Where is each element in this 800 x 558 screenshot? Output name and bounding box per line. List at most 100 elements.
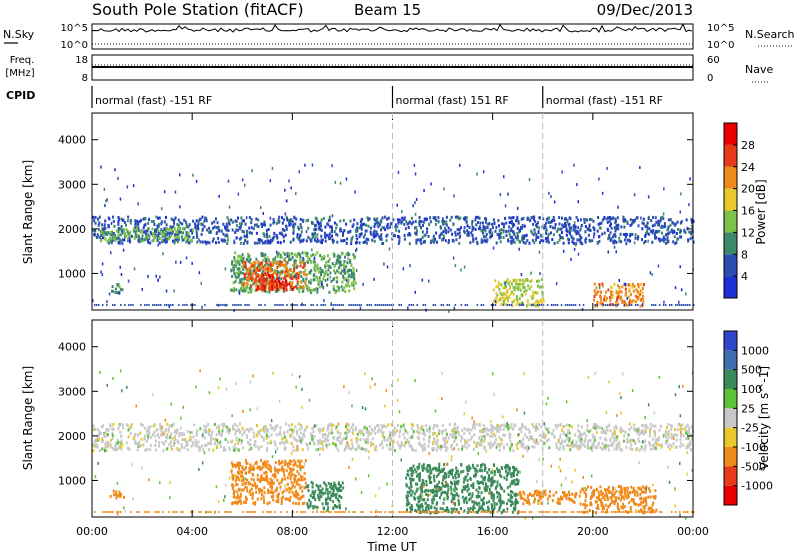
heatmap-cell bbox=[632, 219, 634, 222]
heatmap-cell bbox=[383, 425, 385, 428]
heatmap-cell bbox=[463, 230, 465, 233]
heatmap-cell bbox=[636, 217, 638, 220]
heatmap-cell bbox=[302, 448, 304, 451]
heatmap-cell bbox=[547, 221, 549, 224]
heatmap-cell bbox=[141, 438, 143, 441]
heatmap-cell bbox=[249, 438, 251, 441]
heatmap-cell bbox=[687, 304, 689, 306]
heatmap-cell bbox=[328, 482, 330, 485]
heatmap-cell bbox=[481, 304, 483, 306]
heatmap-cell bbox=[190, 239, 192, 242]
heatmap-cell bbox=[513, 216, 515, 219]
heatmap-cell bbox=[483, 424, 485, 427]
heatmap-cell bbox=[568, 223, 570, 226]
heatmap-cell bbox=[434, 217, 436, 220]
heatmap-cell bbox=[245, 239, 247, 242]
heatmap-cell bbox=[387, 227, 389, 230]
heatmap-cell bbox=[672, 240, 674, 243]
heatmap-cell bbox=[479, 424, 481, 427]
heatmap-cell bbox=[563, 242, 565, 245]
heatmap-cell bbox=[415, 213, 417, 216]
heatmap-cell bbox=[137, 202, 139, 205]
heatmap-cell bbox=[335, 227, 337, 230]
heatmap-cell bbox=[523, 237, 525, 240]
heatmap-cell bbox=[165, 440, 167, 443]
heatmap-cell bbox=[633, 290, 635, 293]
heatmap-cell bbox=[401, 444, 403, 447]
heatmap-cell bbox=[267, 267, 269, 270]
heatmap-cell bbox=[511, 443, 513, 446]
heatmap-cell bbox=[555, 424, 557, 427]
heatmap-cell bbox=[256, 461, 258, 464]
heatmap-cell bbox=[266, 262, 268, 265]
heatmap-cell bbox=[399, 431, 401, 434]
heatmap-cell bbox=[557, 304, 559, 306]
heatmap-cell bbox=[521, 293, 523, 296]
heatmap-cell bbox=[327, 268, 329, 271]
heatmap-cell bbox=[551, 220, 553, 223]
heatmap-cell bbox=[641, 424, 643, 427]
heatmap-cell bbox=[684, 230, 686, 233]
heatmap-cell bbox=[658, 265, 660, 268]
heatmap-cell bbox=[120, 304, 122, 306]
heatmap-cell bbox=[471, 220, 473, 223]
heatmap-cell bbox=[182, 433, 184, 436]
heatmap-cell bbox=[333, 285, 335, 288]
heatmap-cell bbox=[233, 240, 235, 243]
heatmap-cell bbox=[461, 448, 463, 451]
heatmap-cell bbox=[539, 217, 541, 220]
heatmap-cell bbox=[135, 232, 137, 235]
heatmap-cell bbox=[599, 222, 601, 225]
heatmap-cell bbox=[674, 242, 676, 245]
heatmap-cell bbox=[567, 429, 569, 432]
heatmap-cell bbox=[588, 234, 590, 237]
heatmap-cell bbox=[267, 502, 269, 505]
heatmap-cell bbox=[485, 218, 487, 221]
heatmap-cell bbox=[640, 290, 642, 293]
heatmap-cell bbox=[398, 240, 400, 243]
heatmap-cell bbox=[452, 435, 454, 438]
heatmap-cell bbox=[228, 219, 230, 222]
heatmap-cell bbox=[521, 423, 523, 426]
heatmap-cell bbox=[524, 225, 526, 228]
heatmap-cell bbox=[291, 423, 293, 426]
heatmap-cell bbox=[499, 425, 501, 428]
heatmap-cell bbox=[351, 284, 353, 287]
heatmap-cell bbox=[336, 281, 338, 284]
heatmap-cell bbox=[147, 236, 149, 239]
heatmap-cell bbox=[537, 304, 539, 306]
heatmap-cell bbox=[505, 222, 507, 225]
heatmap-cell bbox=[393, 431, 395, 434]
heatmap-cell bbox=[506, 289, 508, 292]
heatmap-cell bbox=[538, 226, 540, 229]
heatmap-cell bbox=[327, 425, 329, 428]
heatmap-cell bbox=[140, 304, 142, 306]
heatmap-cell bbox=[511, 423, 513, 426]
heatmap-cell bbox=[250, 267, 252, 270]
heatmap-cell bbox=[270, 261, 272, 264]
heatmap-cell bbox=[374, 223, 376, 226]
heatmap-cell bbox=[566, 234, 568, 237]
heatmap-cell bbox=[263, 280, 265, 283]
heatmap-cell bbox=[340, 432, 342, 435]
heatmap-cell bbox=[503, 297, 505, 300]
heatmap-cell bbox=[245, 501, 247, 504]
heatmap-cell bbox=[310, 501, 312, 504]
heatmap-cell bbox=[616, 447, 618, 450]
cpid-label: CPID bbox=[6, 89, 35, 102]
heatmap-cell bbox=[304, 428, 306, 431]
heatmap-cell bbox=[111, 233, 113, 236]
heatmap-cell bbox=[408, 441, 410, 444]
heatmap-cell bbox=[280, 277, 282, 280]
heatmap-cell bbox=[407, 432, 409, 435]
heatmap-cell bbox=[416, 198, 418, 201]
heatmap-cell bbox=[280, 286, 282, 289]
heatmap-cell bbox=[602, 442, 604, 445]
heatmap-cell bbox=[681, 304, 683, 306]
heatmap-cell bbox=[399, 447, 401, 450]
heatmap-cell bbox=[285, 497, 287, 500]
heatmap-cell bbox=[533, 241, 535, 244]
heatmap-cell bbox=[522, 286, 524, 289]
heatmap-cell bbox=[473, 448, 475, 451]
heatmap-cell bbox=[548, 217, 550, 220]
